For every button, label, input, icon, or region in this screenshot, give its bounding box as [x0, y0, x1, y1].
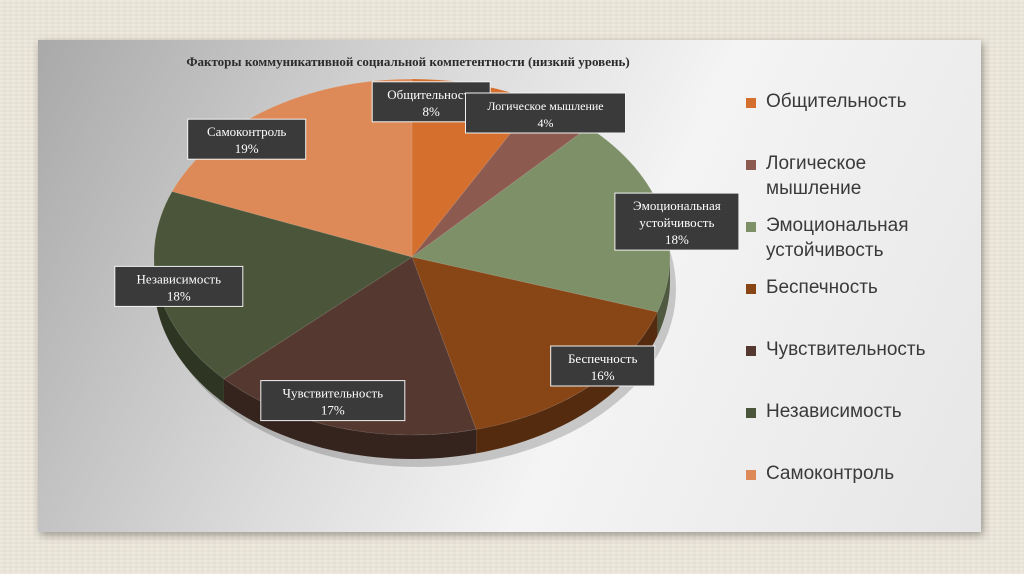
legend-item: Беспечность [746, 276, 878, 301]
legend-swatch [746, 160, 756, 170]
legend-swatch [746, 346, 756, 356]
data-label-независимость: Независимость 18% [114, 265, 244, 307]
data-label-text: Независимость [137, 271, 222, 286]
data-label-беспечность: Беспечность 16% [550, 345, 656, 387]
legend-label: Независимость [766, 401, 902, 422]
legend-item: Чувствительность [746, 338, 926, 363]
chart-slide: Факторы коммуникативной социальной компе… [38, 40, 981, 532]
data-label-эмоциональная-устойчивость: Эмоциональная устойчивость 18% [614, 192, 740, 251]
legend-item: Независимость [746, 400, 902, 425]
data-label-text: устойчивость [639, 215, 714, 230]
pie-side-независимость [154, 257, 224, 403]
legend-item: Эмоциональная устойчивость [746, 214, 956, 263]
data-label-text: Самоконтроль [207, 124, 286, 139]
data-label-value: 18% [167, 288, 191, 303]
legend-label: Чувствительность [766, 339, 926, 360]
pie-chart: Общительность 8% Логическое мышление 4% Эмоц… [114, 78, 740, 467]
data-label-text: Эмоциональная [633, 198, 721, 213]
legend-label: Общительность [766, 91, 907, 112]
legend-item: Общительность [746, 90, 906, 115]
legend-swatch [746, 408, 756, 418]
pie-side-чувствительность [223, 378, 477, 459]
legend-label: Самоконтроль [766, 463, 895, 484]
data-label-text: Общительность [387, 87, 475, 102]
chart-title: Факторы коммуникативной социальной компе… [186, 54, 630, 69]
pie-slice-самоконтроль [171, 78, 413, 258]
legend-item: Самоконтроль [746, 462, 894, 487]
data-label-value: 17% [321, 403, 345, 418]
legend-label: Логическое мышление [766, 153, 867, 199]
data-label-value: 18% [665, 232, 689, 247]
data-label-чувствительность: Чувствительность 17% [260, 380, 406, 422]
legend-swatch [746, 284, 756, 294]
legend-swatch [746, 470, 756, 480]
data-label-text: Логическое мышление [487, 99, 603, 113]
legend-label: Эмоциональная устойчивость [766, 215, 909, 261]
data-label-логическое-мышление: Логическое мышление 4% [465, 92, 626, 134]
legend-item: Логическое мышление [746, 152, 956, 201]
data-label-value: 16% [591, 368, 615, 383]
data-label-самоконтроль: Самоконтроль 19% [187, 118, 307, 160]
data-label-value: 8% [423, 104, 441, 119]
pie-slice-беспечность [411, 256, 659, 430]
data-label-text: Беспечность [568, 351, 638, 366]
legend-swatch [746, 222, 756, 232]
data-label-text: Чувствительность [283, 386, 384, 401]
pie-side-эмоциональная-устойчивость [657, 257, 670, 337]
legend-swatch [746, 98, 756, 108]
data-label-value: 4% [538, 116, 554, 130]
data-label-value: 19% [235, 141, 259, 156]
legend-label: Беспечность [766, 277, 878, 298]
